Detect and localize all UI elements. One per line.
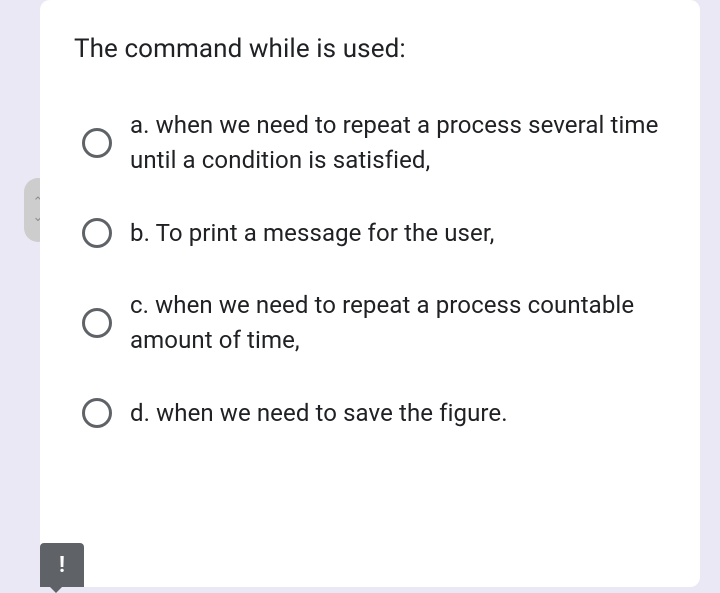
- radio-d[interactable]: [82, 398, 112, 428]
- option-c[interactable]: c. when we need to repeat a process coun…: [74, 288, 666, 358]
- radio-c[interactable]: [82, 308, 112, 338]
- option-d-label: d. when we need to save the figure.: [130, 396, 508, 431]
- option-c-label: c. when we need to repeat a process coun…: [130, 288, 666, 358]
- question-text: The command while is used:: [74, 34, 666, 64]
- radio-b[interactable]: [82, 218, 112, 248]
- alert-badge[interactable]: !: [40, 543, 84, 587]
- alert-icon: !: [59, 553, 65, 578]
- question-card: The command while is used: a. when we ne…: [40, 0, 700, 587]
- option-b[interactable]: b. To print a message for the user,: [74, 216, 666, 251]
- option-a-label: a. when we need to repeat a process seve…: [130, 108, 666, 178]
- option-a[interactable]: a. when we need to repeat a process seve…: [74, 108, 666, 178]
- option-b-label: b. To print a message for the user,: [130, 216, 494, 251]
- radio-a[interactable]: [82, 128, 112, 158]
- option-d[interactable]: d. when we need to save the figure.: [74, 396, 666, 431]
